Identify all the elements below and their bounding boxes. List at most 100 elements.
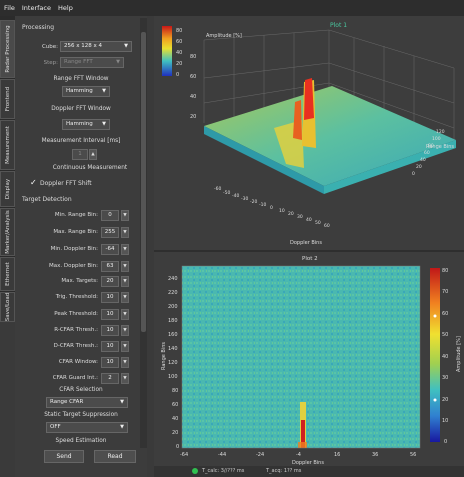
plot1-surface-edge	[324, 140, 456, 194]
status-bar: T_calc: 3//??? ms T_acq: 1?? ms	[154, 466, 464, 477]
plot1-z-tick: 40	[190, 94, 196, 100]
plot1-doppler-tick: -60	[214, 186, 221, 192]
meas-interval-input[interactable]: 1	[72, 149, 88, 160]
meas-interval-label: Measurement Interval [ms]	[41, 138, 121, 144]
menu-bar: File Interface Help	[0, 0, 464, 16]
plot-splitter[interactable]	[154, 250, 464, 252]
plot2-x-tick: 36	[372, 452, 378, 458]
spin-button[interactable]: ▼	[121, 341, 129, 352]
spin-button[interactable]: ▼	[121, 244, 129, 255]
tab-radar-processing[interactable]: Radar Processing	[0, 20, 15, 78]
status-indicator-icon	[192, 468, 198, 474]
spin-button[interactable]: ▼	[121, 210, 129, 221]
plot1-surface	[204, 86, 456, 186]
max-range-bin-input[interactable]: 255	[101, 227, 119, 238]
plot1-doppler-tick: -50	[223, 190, 230, 196]
cfar-window-input[interactable]: 10	[101, 357, 119, 368]
send-button[interactable]: Send	[44, 450, 84, 463]
plot1-colorbar	[162, 26, 172, 76]
plot2-colorbar-tick: 80	[442, 268, 448, 274]
plot1-3d-surface[interactable]: 80 60 40 20 0 Plot 1 Amplitude [%] 80 60…	[154, 18, 464, 250]
plot2-x-tick: 16	[334, 452, 340, 458]
plot2-y-tick: 120	[168, 360, 178, 366]
menu-file[interactable]: File	[4, 4, 15, 12]
static-suppression-select[interactable]: OFF ▼	[46, 422, 128, 433]
scrollbar-thumb[interactable]	[141, 32, 146, 332]
r-cfar-threshold-input[interactable]: 10	[101, 325, 119, 336]
spin-button[interactable]: ▼	[121, 373, 129, 384]
plot1-doppler-axis-label: Doppler Bins	[290, 240, 322, 246]
peak-threshold-input[interactable]: 10	[101, 309, 119, 320]
plot1-doppler-tick: -20	[250, 199, 257, 205]
plot1-peak	[304, 78, 314, 120]
plot1-doppler-tick: 50	[315, 220, 321, 226]
field-label: D-CFAR Thresh.:	[53, 343, 98, 349]
menu-help[interactable]: Help	[58, 4, 73, 12]
plot1-doppler-tick: 40	[306, 217, 312, 223]
max-doppler-bin-input[interactable]: 63	[101, 261, 119, 272]
spin-button[interactable]: ▼	[121, 276, 129, 287]
meas-interval-spin-button[interactable]: ▲	[89, 149, 97, 160]
plot2-y-tick: 100	[168, 374, 178, 380]
plot2-colorbar-tick: 10	[442, 418, 448, 424]
min-range-bin-input[interactable]: 0	[101, 210, 119, 221]
plot2-y-tick: 220	[168, 290, 178, 296]
plot1-doppler-tick: 0	[270, 205, 273, 211]
min-doppler-bin-input[interactable]: -64	[101, 244, 119, 255]
spin-button[interactable]: ▼	[121, 261, 129, 272]
read-button[interactable]: Read	[94, 450, 136, 463]
plot2-title: Plot 2	[302, 256, 318, 262]
menu-interface[interactable]: Interface	[21, 4, 51, 12]
plot2-colorbar-marker[interactable]	[433, 398, 437, 402]
speed-estimation-label: Speed Estimation	[55, 438, 107, 444]
cfar-guard-input[interactable]: 2	[101, 373, 119, 384]
plot2-heatmap[interactable]: Plot 2 240 220 200 180 160 140 120 100 8…	[154, 252, 464, 466]
plot2-colorbar	[430, 268, 440, 442]
continuous-measurement-checkbox[interactable]: Continuous Measurement	[52, 165, 128, 171]
max-targets-input[interactable]: 20	[101, 276, 119, 287]
panel-scrollbar[interactable]	[140, 18, 147, 448]
spin-button[interactable]: ▼	[121, 227, 129, 238]
plot1-doppler-tick: 10	[279, 208, 285, 214]
tab-measurement[interactable]: Measurement	[0, 120, 15, 170]
spin-button[interactable]: ▼	[121, 309, 129, 320]
plot1-range-tick: 20	[416, 164, 422, 170]
d-cfar-threshold-input[interactable]: 10	[101, 341, 119, 352]
spin-button[interactable]: ▼	[121, 357, 129, 368]
plot2-x-tick: -24	[256, 452, 264, 458]
field-label: R-CFAR Thresh.:	[54, 327, 98, 333]
plot1-z-tick: 60	[190, 74, 196, 80]
spin-button[interactable]: ▼	[121, 292, 129, 303]
chevron-down-icon: ▼	[102, 121, 106, 127]
plot1-doppler-tick: 60	[324, 223, 330, 229]
plot1-z-tick: 80	[190, 54, 196, 60]
plot2-y-tick: 140	[168, 346, 178, 352]
tab-save-load[interactable]: Save/Load	[0, 292, 15, 322]
chevron-down-icon: ▼	[116, 59, 120, 65]
static-suppression-label: Static Target Suppression	[44, 412, 118, 418]
plot1-range-tick: 40	[420, 157, 426, 163]
doppler-window-select[interactable]: Hamming ▼	[62, 119, 110, 130]
step-select[interactable]: Range FFT ▼	[60, 57, 124, 68]
tab-display[interactable]: Display	[0, 171, 15, 207]
plot2-colorbar-tick: 70	[442, 289, 448, 295]
trig-threshold-input[interactable]: 10	[101, 292, 119, 303]
check-icon[interactable]: ✓	[30, 178, 37, 187]
plot2-colorbar-marker[interactable]	[433, 314, 437, 318]
plot1-range-tick: 60	[424, 150, 430, 156]
plot2-x-tick: -4	[296, 452, 301, 458]
cube-select[interactable]: 256 x 128 x 4 ▼	[60, 41, 132, 52]
plot2-colorbar-tick: 20	[442, 397, 448, 403]
plot2-target-base	[298, 442, 307, 448]
range-window-select[interactable]: Hamming ▼	[62, 86, 110, 97]
tab-frontend[interactable]: Frontend	[0, 79, 15, 119]
plot1-colorbar-tick: 0	[176, 72, 179, 78]
tab-marker-analysis[interactable]: Marker/Analysis	[0, 208, 15, 256]
spin-button[interactable]: ▼	[121, 325, 129, 336]
plot2-target	[301, 420, 305, 448]
status-acq-time: T_acq: 1?? ms	[266, 468, 302, 474]
plot1-doppler-tick: -40	[232, 193, 239, 199]
cfar-selection-select[interactable]: Range CFAR ▼	[46, 397, 128, 408]
tab-ethernet[interactable]: Ethernet	[0, 257, 15, 291]
plot1-range-axis-label: Range Bins	[426, 144, 454, 150]
